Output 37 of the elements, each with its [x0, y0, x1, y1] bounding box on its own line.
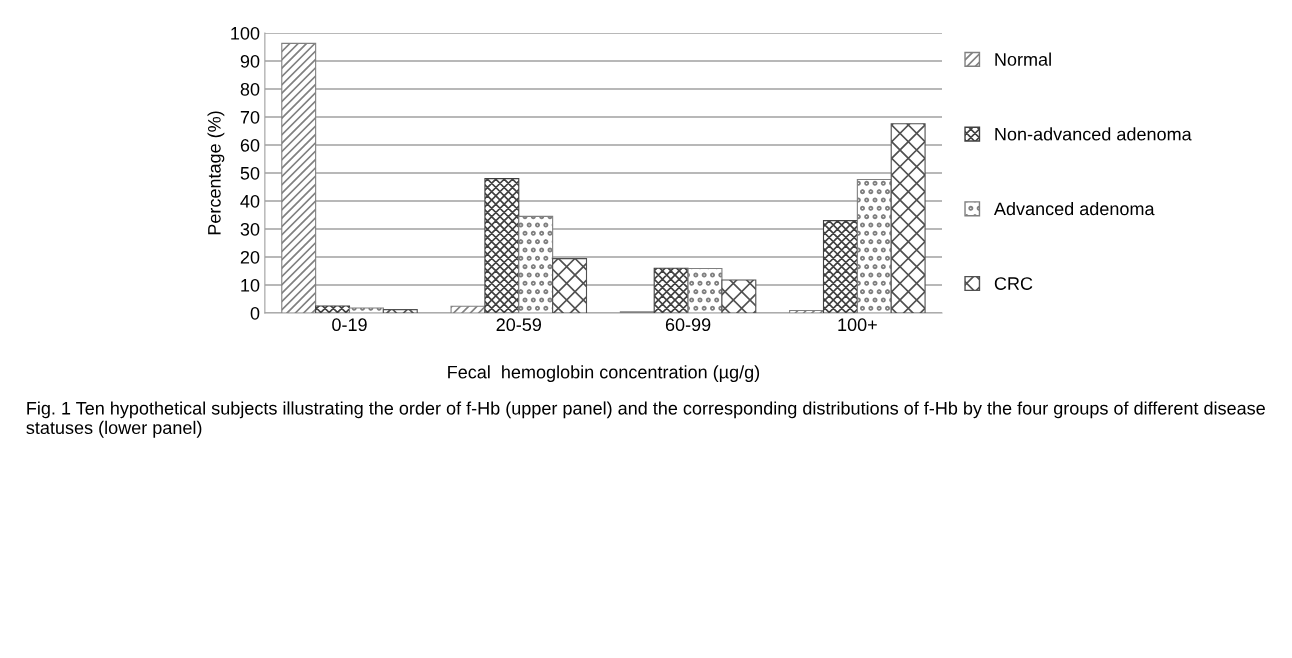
caption: Fig. 1 Ten hypothetical subjects illustrating the order of f-Hb (upper panel) and the corresponding distributions of f-Hb by the four groups of different disease statuses (lower panel)	[26, 401, 1265, 438]
bar	[484, 178, 520, 313]
y-tick-label: 100	[231, 26, 260, 40]
x-tick-label: 0-19	[332, 318, 367, 332]
y-tick-label: 0	[250, 306, 260, 320]
bar	[281, 42, 317, 313]
y-tick-label: 40	[240, 194, 260, 208]
bar	[382, 309, 418, 313]
bar	[315, 305, 351, 313]
x-axis-title: Fecal hemoglobin concentration (µg/g)	[448, 365, 760, 383]
y-tick-label: 30	[240, 222, 260, 236]
x-tick-label: 100+	[838, 318, 877, 332]
legend-label: Advanced adenoma	[993, 201, 1155, 216]
bar	[856, 178, 892, 313]
legend-label: CRC	[994, 277, 1033, 290]
y-tick-label: 10	[241, 278, 260, 292]
bar	[890, 123, 926, 313]
bar	[789, 309, 825, 313]
y-tick-label: 70	[240, 110, 260, 124]
legend-label: Non-advanced adenoma	[995, 127, 1192, 141]
legend-label: Normal	[995, 52, 1051, 66]
bar	[552, 258, 588, 313]
y-axis-title: Percentage (%)	[207, 111, 225, 235]
y-tick-label: 50	[240, 166, 260, 180]
x-tick-label: 60-99	[665, 318, 711, 332]
bar	[822, 220, 858, 313]
bar	[518, 215, 554, 313]
bar	[687, 267, 723, 313]
bar	[721, 279, 757, 313]
bar	[450, 305, 486, 313]
y-tick-label: 60	[240, 138, 260, 152]
x-tick-label: 20-59	[496, 318, 542, 332]
bar	[348, 307, 384, 313]
y-tick-label: 80	[240, 82, 260, 96]
y-tick-label: 20	[240, 250, 260, 264]
y-tick-label: 90	[240, 54, 260, 68]
bar	[653, 267, 689, 313]
